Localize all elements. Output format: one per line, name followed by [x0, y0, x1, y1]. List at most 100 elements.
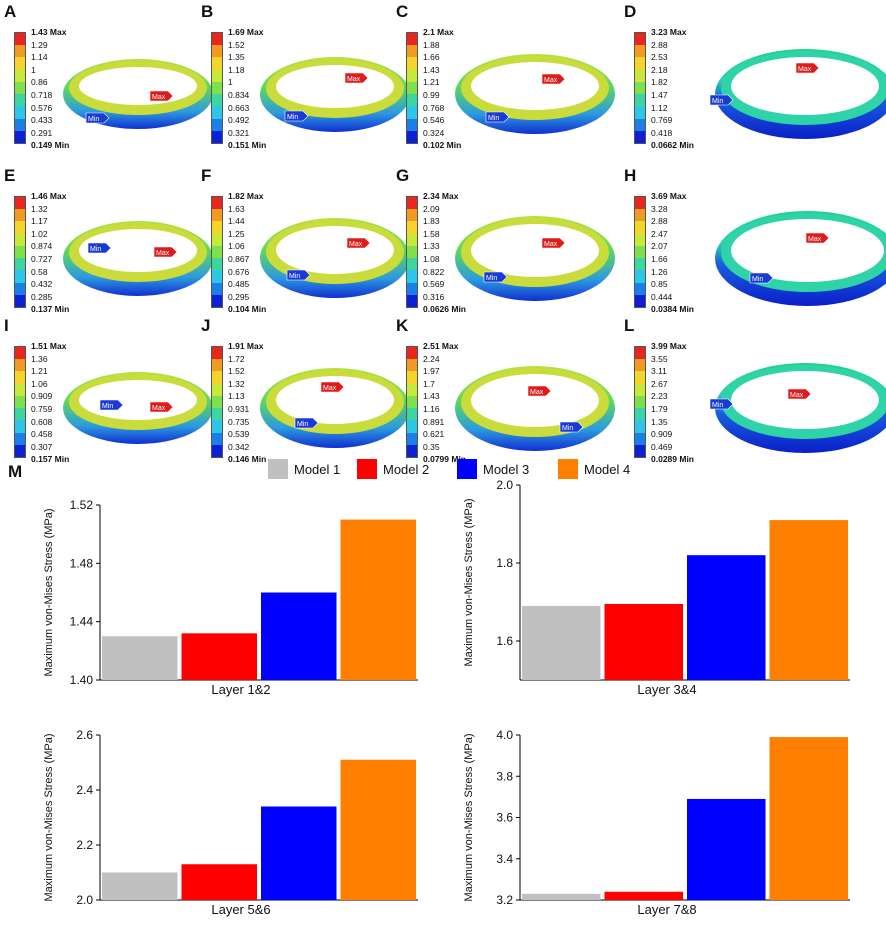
colorbar-swatch	[15, 359, 25, 372]
colorbar-tick-label: 0.909	[651, 429, 673, 440]
colorbar-swatch	[15, 347, 25, 360]
colorbar-swatch	[15, 209, 25, 222]
colorbar-labels: 1.43 Max 1.29 1.14 1 0.86 0.718 0.576 0.433 0.29…	[31, 26, 69, 152]
max-marker: Max	[153, 246, 178, 257]
min-marker: Min	[559, 421, 584, 432]
ring-opening	[471, 373, 599, 427]
colorbar-tick-label: 1.82	[651, 77, 668, 88]
bar-model-1	[522, 605, 601, 680]
max-marker-label: Max	[152, 405, 166, 412]
colorbar-swatch	[212, 33, 222, 46]
colorbar-tick-label: 0.307	[31, 441, 53, 452]
bar-model-1	[522, 893, 601, 900]
colorbar-swatch	[212, 57, 222, 70]
colorbar-swatch	[407, 432, 417, 445]
stress-ring-model: Max Min	[260, 218, 410, 298]
y-tick-label: 2.6	[76, 728, 93, 742]
colorbar-tick-label: 0.324	[423, 127, 445, 138]
colorbar-swatch	[15, 33, 25, 46]
max-marker-label: Max	[349, 241, 363, 248]
colorbar-swatch	[407, 359, 417, 372]
contour-colorbar	[634, 196, 646, 308]
max-marker: Max	[541, 237, 566, 248]
colorbar-swatch	[15, 245, 25, 259]
colorbar-swatch	[15, 371, 25, 384]
bar-chart-svg: M Model 1 Model 2 Model 3 Model 4 1.40 1.44 1.4…	[8, 459, 850, 917]
colorbar-tick-label: 0.458	[31, 429, 53, 440]
colorbar-tick-label: 0.759	[31, 403, 53, 414]
legend-swatch	[558, 459, 578, 479]
colorbar-max-label: 3.99 Max	[651, 341, 687, 351]
colorbar-tick-label: 3.28	[651, 203, 668, 214]
min-marker-label: Min	[102, 403, 113, 410]
colorbar-swatch	[15, 258, 25, 271]
panel-letter: H	[624, 166, 637, 185]
colorbar-tick-label: 1.43	[423, 391, 440, 402]
colorbar-min-label: 0.149 Min	[31, 140, 70, 151]
colorbar-tick-label: 2.67	[651, 378, 668, 389]
max-marker-label: Max	[798, 66, 812, 73]
colorbar-tick-label: 1.06	[228, 241, 245, 252]
colorbar-tick-label: 1.29	[31, 39, 48, 50]
colorbar-tick-label: 0.99	[423, 89, 440, 100]
colorbar-swatch	[407, 408, 417, 421]
colorbar-labels: 3.23 Max 2.88 2.53 2.18 1.82 1.47 1.12 0.769 0.4…	[651, 26, 694, 152]
min-marker-label: Min	[562, 425, 573, 432]
colorbar-max-label: 3.69 Max	[651, 191, 687, 201]
colorbar-tick-label: 1.66	[651, 253, 668, 264]
colorbar-min-label: 0.0384 Min	[651, 304, 694, 315]
colorbar-swatch	[212, 130, 222, 143]
colorbar-swatch	[407, 94, 417, 107]
colorbar-min-label: 0.137 Min	[31, 304, 70, 315]
colorbar-swatch	[212, 294, 222, 307]
panel-letter: F	[201, 166, 212, 185]
colorbar-tick-label: 2.07	[651, 241, 668, 252]
min-marker-label: Min	[88, 116, 99, 123]
colorbar-swatch	[635, 221, 645, 234]
colorbar-swatch	[15, 106, 25, 119]
colorbar-min-label: 0.0799 Min	[423, 454, 466, 465]
colorbar-min-label: 0.146 Min	[228, 454, 267, 465]
contour-colorbar	[14, 346, 26, 458]
colorbar-tick-label: 1.14	[31, 52, 48, 63]
y-axis-title: Maximum von-Mises Stress (MPa)	[463, 733, 475, 901]
colorbar-swatch	[212, 245, 222, 259]
y-tick-label: 2.0	[496, 478, 513, 492]
contour-colorbar	[406, 346, 418, 458]
colorbar-swatch	[407, 395, 417, 409]
colorbar-swatch	[212, 444, 222, 457]
colorbar-swatch	[635, 94, 645, 107]
colorbar-tick-label: 2.88	[651, 39, 668, 50]
colorbar-min-label: 0.102 Min	[423, 140, 462, 151]
max-marker-label: Max	[544, 241, 558, 248]
min-marker: Min	[710, 398, 734, 410]
colorbar-swatch	[212, 420, 222, 433]
stress-ring-model: Max Min	[455, 54, 615, 134]
colorbar-tick-label: 1.47	[651, 89, 668, 100]
colorbar-tick-label: 2.23	[651, 391, 668, 402]
colorbar-tick-label: 1.08	[423, 253, 440, 264]
colorbar-swatch	[15, 383, 25, 396]
colorbar-swatch	[635, 395, 645, 409]
colorbar-tick-label: 1.52	[228, 39, 245, 50]
min-marker: Min	[87, 242, 112, 253]
max-marker-label: Max	[544, 77, 558, 84]
colorbar-tick-label: 1.83	[423, 216, 440, 227]
ring-opening	[471, 62, 599, 110]
stress-ring-model: Max Min	[63, 220, 213, 296]
y-tick-label: 3.8	[496, 769, 513, 783]
colorbar-swatch	[212, 118, 222, 131]
legend-label: Model 3	[483, 462, 529, 477]
bar-model-4	[769, 737, 848, 900]
colorbar-swatch	[407, 209, 417, 222]
colorbar-swatch	[212, 233, 222, 246]
colorbar-tick-label: 1.21	[423, 77, 440, 88]
colorbar-swatch	[15, 432, 25, 445]
colorbar-swatch	[635, 57, 645, 70]
colorbar-tick-label: 0.834	[228, 89, 250, 100]
min-marker: Min	[749, 272, 774, 283]
colorbar-swatch	[212, 45, 222, 58]
colorbar-max-label: 2.51 Max	[423, 341, 459, 351]
panel-letter: I	[4, 316, 9, 335]
min-marker-label: Min	[712, 402, 723, 409]
